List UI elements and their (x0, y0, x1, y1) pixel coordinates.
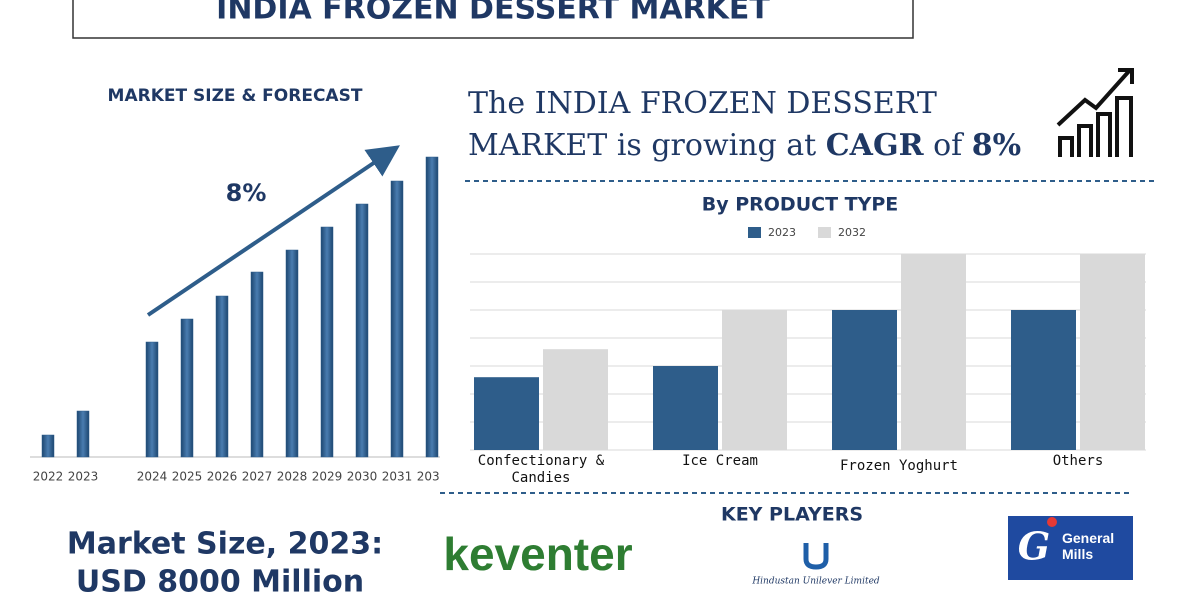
bar (390, 180, 404, 458)
bar (180, 318, 194, 458)
cagr-label: CAGR (826, 128, 925, 163)
forecast-chart: 2022 2023 2024 2025 2026 2027 2028 2029 2030 2031… (30, 156, 448, 484)
chart-title: By PRODUCT TYPE (702, 194, 899, 216)
x-tick-label: 2025 (172, 470, 203, 484)
x-tick-label: 2022 (33, 470, 64, 484)
headline-line1: The INDIA FROZEN DESSERT (468, 86, 937, 121)
market-size-value: USD 8000 Million (76, 565, 364, 600)
x-tick-label-box: Confectionary & Candies (477, 453, 605, 486)
cagr-value: 8% (972, 128, 1021, 163)
market-size-label: Market Size, 2023: (67, 527, 383, 562)
bar (250, 271, 264, 458)
headline-text: MARKET is growing at (468, 128, 816, 163)
x-tick-label: 2023 (68, 470, 99, 484)
bar (145, 341, 159, 458)
x-tick-label: 2024 (137, 470, 168, 484)
bar (832, 310, 897, 450)
x-tick-label: Frozen Yoghurt (839, 458, 958, 474)
bar (901, 254, 966, 450)
logo-unilever-mark (803, 543, 829, 570)
x-tick-label-box: Others (1052, 453, 1104, 469)
x-tick-label: Confectionary & Candies (477, 453, 605, 486)
growth-arrow (146, 145, 400, 317)
logo-gm-text: General Mills (1062, 530, 1115, 562)
logo-gm: General Mills (1062, 530, 1115, 562)
logo-gm-mark: G (1018, 524, 1050, 569)
section-title: KEY PLAYERS (721, 504, 863, 526)
x-tick-label-box: Frozen Yoghurt (839, 458, 958, 474)
growth-icon (1056, 68, 1134, 157)
x-tick-label: 2026 (207, 470, 238, 484)
bar (320, 226, 334, 458)
title-box (72, 0, 914, 39)
x-tick-label: 2030 (347, 470, 378, 484)
bar (355, 203, 369, 458)
bar (722, 310, 787, 450)
x-tick-label: Ice Cream (682, 453, 758, 469)
bar (1011, 310, 1076, 450)
bar (474, 377, 539, 450)
bar (1080, 254, 1145, 450)
bar (543, 349, 608, 450)
headline-line2: MARKET is growing at CAGR of 8% (468, 128, 1021, 163)
logo-gm-box (1008, 516, 1133, 580)
bar (285, 249, 299, 458)
bar (425, 156, 439, 458)
bar (76, 410, 90, 458)
page-title: INDIA FROZEN DESSERT MARKET (216, 0, 770, 27)
logo-unilever: Hindustan Unilever Limited (751, 577, 880, 587)
bar (653, 366, 718, 450)
bar (215, 295, 229, 458)
legend-label: 2023 (768, 226, 796, 239)
annotation: 8% (226, 179, 267, 207)
logo-keventer: keventer (443, 528, 632, 580)
x-tick-label: 2027 (242, 470, 273, 484)
x-tick-label: 2029 (312, 470, 343, 484)
x-tick-label: 2032 (417, 470, 448, 484)
x-tick-label-box: Ice Cream (682, 453, 758, 469)
chart-title: MARKET SIZE & FORECAST (108, 86, 363, 106)
x-tick-label: 2028 (277, 470, 308, 484)
logo-gm-heart (1047, 517, 1057, 527)
legend-swatch (748, 227, 761, 238)
x-tick-label: 2031 (382, 470, 413, 484)
bar (41, 434, 55, 458)
legend-label: 2032 (838, 226, 866, 239)
product-chart: 2023 2032 Confectionary & Candies Ice Cream… (470, 226, 1146, 486)
headline-of: of (933, 128, 964, 163)
legend-swatch (818, 227, 831, 238)
x-tick-label: Others (1052, 453, 1104, 469)
